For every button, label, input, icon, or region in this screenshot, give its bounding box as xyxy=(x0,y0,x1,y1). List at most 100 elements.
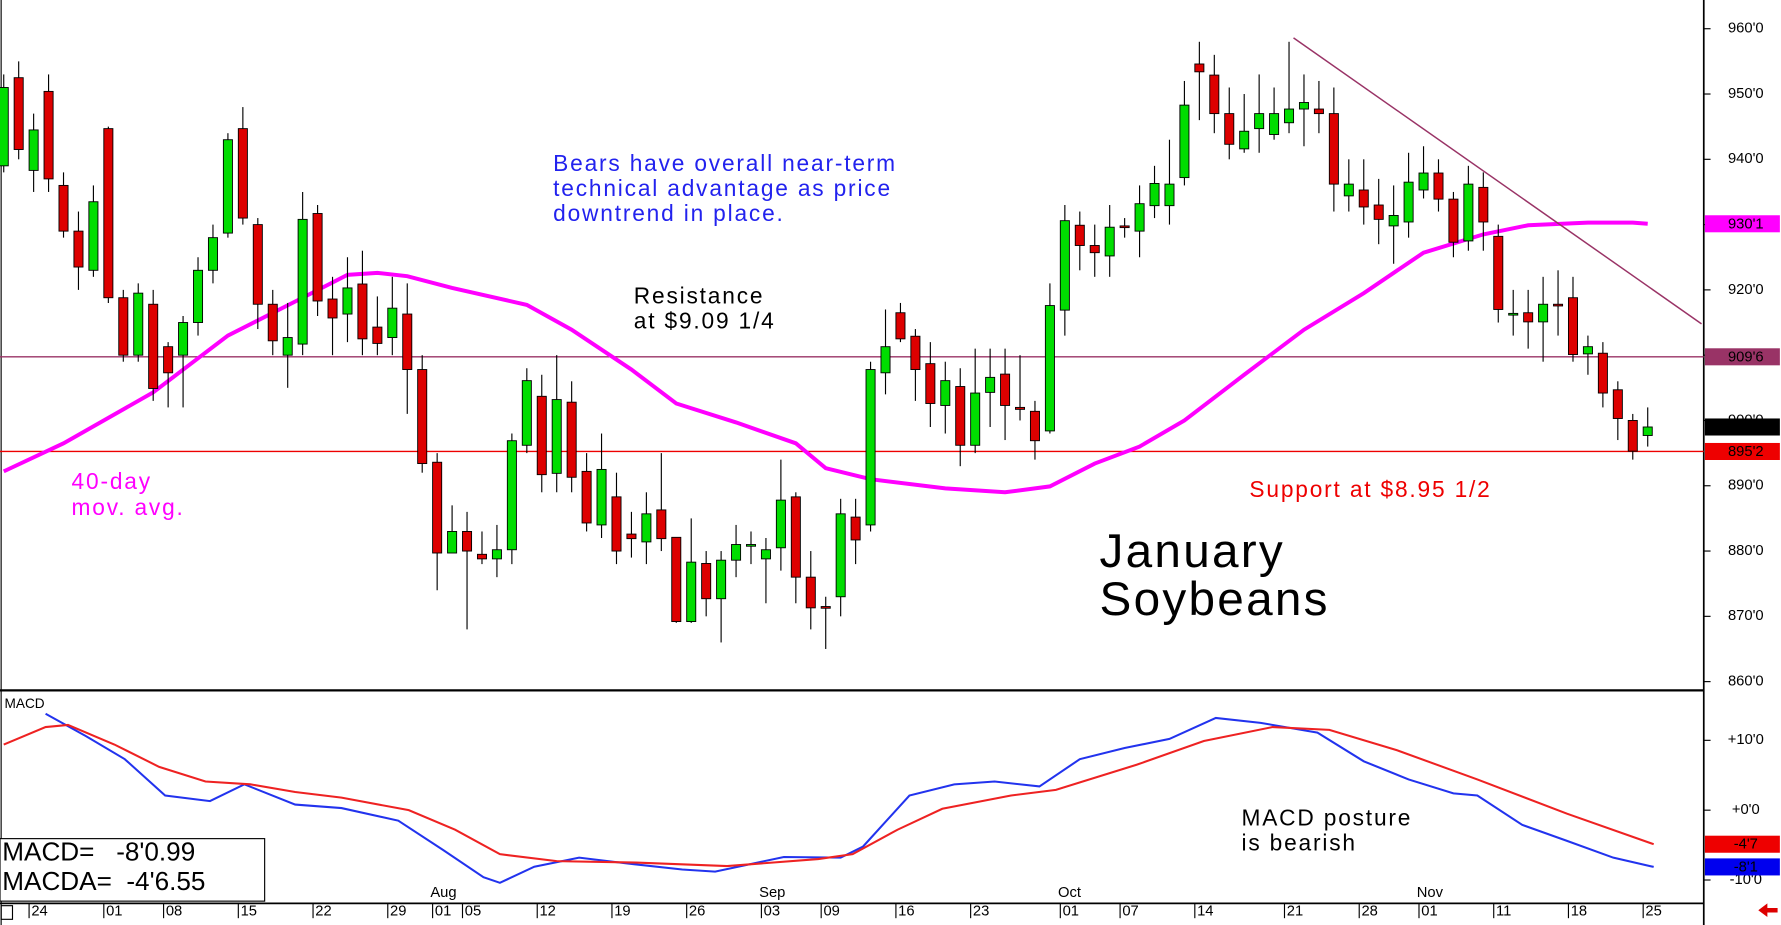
candle-body xyxy=(1298,102,1309,110)
x-tick-label: 15 xyxy=(241,903,257,919)
x-tick-label: 01 xyxy=(1063,903,1079,919)
scroll-box xyxy=(0,905,14,920)
candle-body xyxy=(1343,183,1354,197)
y-tick-label: 870'0 xyxy=(1728,608,1764,624)
candle-body xyxy=(118,297,129,356)
candle-body xyxy=(43,90,54,180)
annotation: downtrend in place. xyxy=(553,200,785,226)
candle-body xyxy=(805,576,816,609)
candle-body xyxy=(1463,183,1474,242)
candle-body xyxy=(820,606,831,609)
x-tick-label: 19 xyxy=(614,903,630,919)
candle-body xyxy=(1134,203,1145,232)
x-tick-label: 23 xyxy=(973,903,989,919)
macd-panel-label: MACD xyxy=(5,696,45,711)
candle-body xyxy=(1119,225,1130,229)
candle-body xyxy=(1328,113,1339,185)
chart-title-line: Soybeans xyxy=(1099,573,1329,626)
price-label: -8'1 xyxy=(1734,859,1758,875)
candle-body xyxy=(417,369,428,465)
candle-body xyxy=(1508,312,1519,316)
x-tick-label: 01 xyxy=(106,903,122,919)
candle-body xyxy=(148,303,159,389)
candle-body xyxy=(1149,183,1160,207)
annotation: 40-day xyxy=(72,468,152,494)
candle-body xyxy=(970,392,981,446)
candle-body xyxy=(671,536,682,623)
moving-average xyxy=(2,220,1648,495)
candle-body xyxy=(1597,352,1608,394)
month-label: Sep xyxy=(759,885,785,901)
candle-body xyxy=(641,513,652,543)
candle-body xyxy=(402,313,413,370)
x-tick-label: 14 xyxy=(1197,903,1213,919)
y-tick-label: 890'0 xyxy=(1728,478,1764,494)
x-tick-label: 05 xyxy=(465,903,481,919)
candle-body xyxy=(133,292,144,356)
candle-body xyxy=(1194,63,1205,73)
candle-body xyxy=(1493,235,1504,310)
x-tick-label: 01 xyxy=(1421,903,1437,919)
candle-body xyxy=(297,218,308,345)
annotation: at $9.09 1/4 xyxy=(634,308,776,334)
candle-body xyxy=(1403,181,1414,223)
candle-body xyxy=(342,287,353,315)
price-label-box xyxy=(1704,442,1780,461)
month-label: Nov xyxy=(1417,885,1444,901)
candle-body xyxy=(462,531,473,552)
x-tick-label: 12 xyxy=(539,903,555,919)
candle-body xyxy=(985,376,996,393)
candle-body xyxy=(1627,420,1638,452)
y-tick-label: 940'0 xyxy=(1728,151,1764,167)
candle-body xyxy=(372,326,383,344)
candle-body xyxy=(716,559,727,600)
x-tick-label: 09 xyxy=(823,903,839,919)
x-tick-label: 11 xyxy=(1496,903,1511,919)
candle-body xyxy=(222,139,233,234)
x-tick-label: 28 xyxy=(1361,903,1377,919)
price-label-box xyxy=(1704,858,1780,876)
y-tick-label: 960'0 xyxy=(1728,21,1764,37)
candle-body xyxy=(1448,198,1459,243)
candle-body xyxy=(1269,113,1280,135)
month-label: Aug xyxy=(430,885,456,901)
candle-body xyxy=(1612,389,1623,419)
candle-body xyxy=(193,269,204,323)
candle-body xyxy=(163,346,174,374)
x-tick-label: 29 xyxy=(390,903,406,919)
scroll-arrow[interactable] xyxy=(1758,903,1778,918)
x-tick-label: 26 xyxy=(689,903,705,919)
x-tick-label: 25 xyxy=(1645,903,1661,919)
y-tick-label: 860'0 xyxy=(1728,674,1764,690)
x-tick-label: 18 xyxy=(1571,903,1587,919)
annotation: Support at $8.95 1/2 xyxy=(1249,476,1491,502)
candle-body xyxy=(596,468,607,526)
x-tick-label: 21 xyxy=(1287,903,1303,919)
y-tick-label: +10'0 xyxy=(1728,732,1764,748)
candle-body xyxy=(611,496,622,552)
x-tick-label: 16 xyxy=(898,903,914,919)
candle-body xyxy=(656,509,667,540)
candle-body xyxy=(387,307,398,339)
annotation: mov. avg. xyxy=(72,494,185,520)
candle-body xyxy=(1313,108,1324,115)
candle-body xyxy=(506,440,517,551)
candle-body xyxy=(1567,297,1578,355)
macd-panel: +10'0 +0'0 -10'0 -4'7 -8'1 xyxy=(3,712,1780,888)
price-panel: 860'0870'0880'0890'0900'0910'0920'0930'0… xyxy=(0,21,1780,919)
x-tick-label: 03 xyxy=(764,903,780,919)
annotation: is bearish xyxy=(1241,829,1356,855)
candle-body xyxy=(581,470,592,524)
candle-body xyxy=(1104,226,1115,257)
candle-body xyxy=(746,544,756,547)
candle-body xyxy=(521,380,532,446)
macd-line xyxy=(3,723,1655,868)
candle-body xyxy=(1059,220,1070,311)
annotation: technical advantage as price xyxy=(553,175,892,201)
y-tick-label: 920'0 xyxy=(1728,282,1764,298)
candle-body xyxy=(626,533,637,540)
candle-body xyxy=(447,531,458,554)
candle-body xyxy=(1582,346,1593,355)
